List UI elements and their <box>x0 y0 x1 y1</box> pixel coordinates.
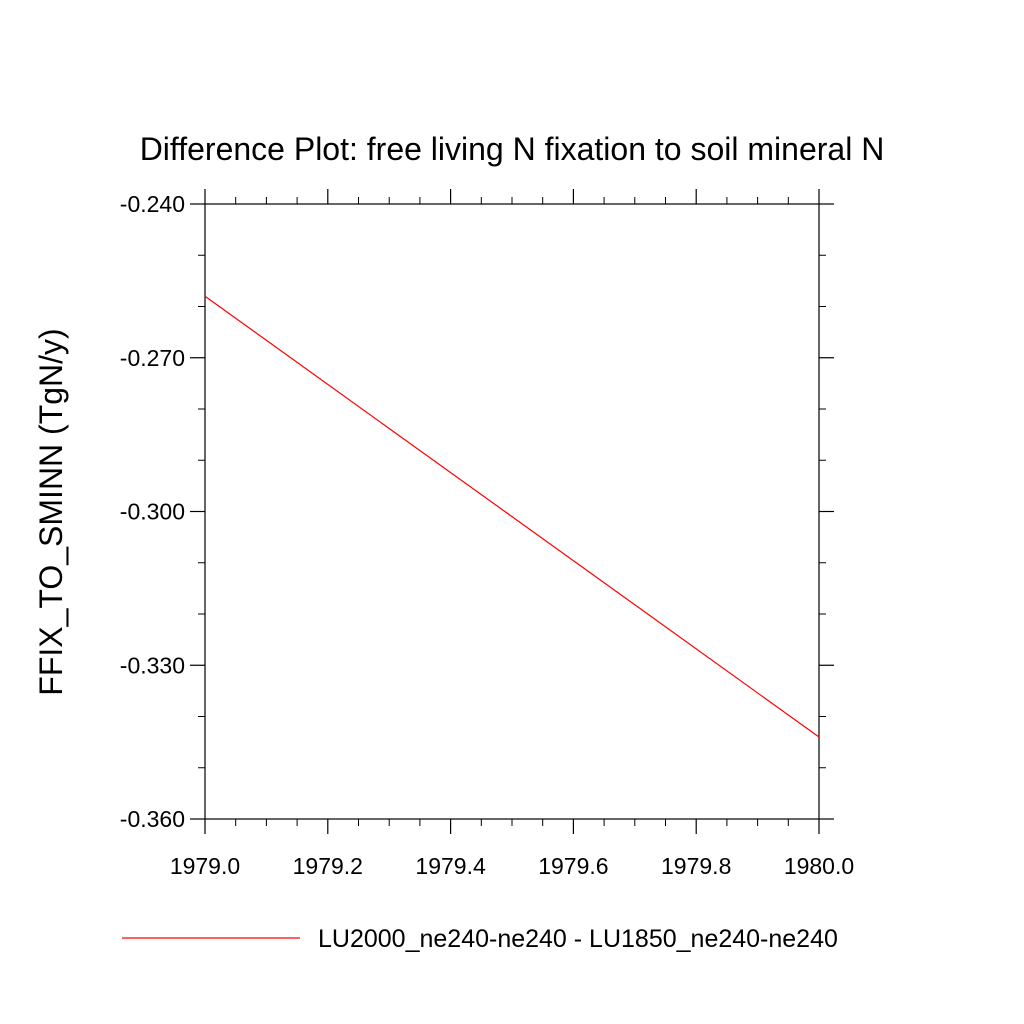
x-tick-label: 1979.4 <box>415 853 486 879</box>
y-tick-label: -0.240 <box>120 191 185 217</box>
y-tick-label: -0.300 <box>120 499 185 525</box>
ticks-layer: 1979.0 1979.2 1979.4 1979.6 1979.8 1980.0 -0.2… <box>120 189 854 879</box>
x-tick-label: 1979.2 <box>293 853 363 879</box>
series-line-0 <box>204 295 820 738</box>
y-tick-label: -0.270 <box>120 345 185 371</box>
x-tick-label: 1979.0 <box>170 853 240 879</box>
series-layer <box>204 295 820 738</box>
x-tick-label: 1979.6 <box>538 853 608 879</box>
y-axis-label: FFIX_TO_SMINN (TgN/y) <box>33 328 69 695</box>
legend-label: LU2000_ne240-ne240 - LU1850_ne240-ne240 <box>318 925 838 953</box>
chart-title: Difference Plot: free living N fixation … <box>140 131 885 167</box>
x-tick-label: 1979.8 <box>661 853 731 879</box>
y-tick-label: -0.360 <box>120 806 185 832</box>
plot-frame <box>204 203 820 820</box>
legend: LU2000_ne240-ne240 - LU1850_ne240-ne240 <box>122 925 838 953</box>
x-tick-label: 1980.0 <box>784 853 854 879</box>
y-tick-label: -0.330 <box>120 652 185 678</box>
